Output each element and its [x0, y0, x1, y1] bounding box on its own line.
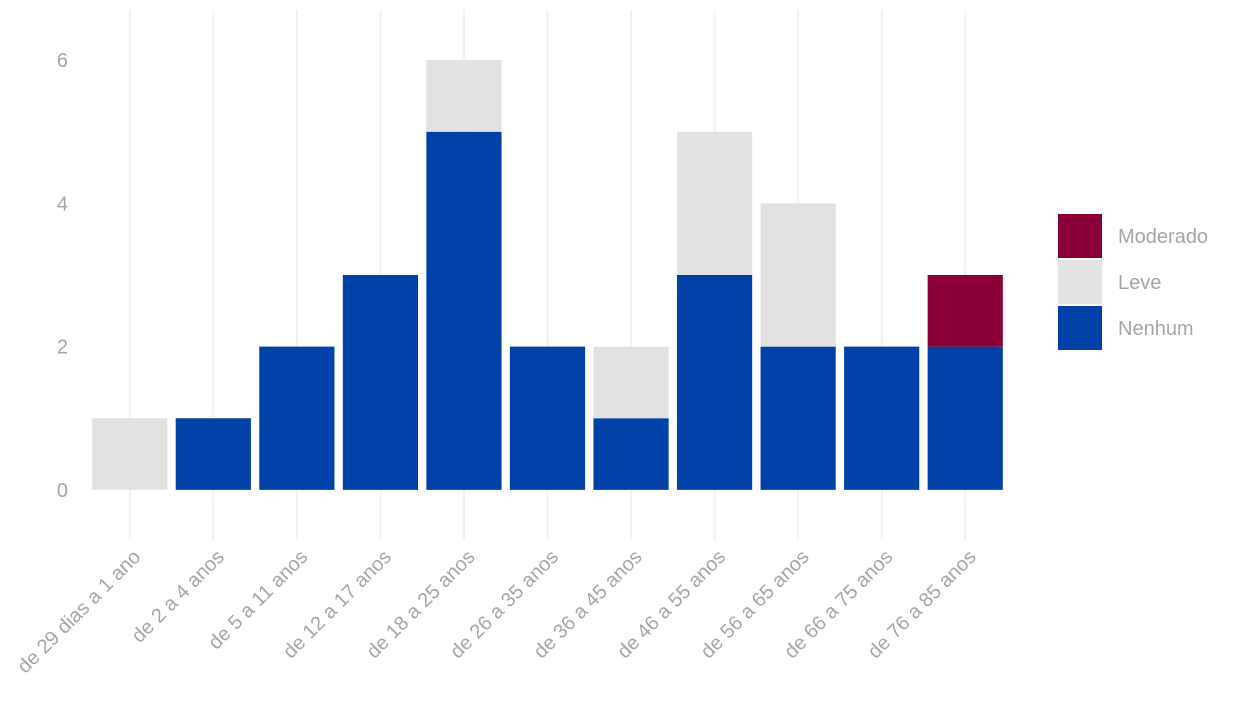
y-tick-label: 4: [57, 193, 68, 215]
bar-segment-nenhum: [175, 418, 251, 490]
legend-label-leve: Leve: [1118, 272, 1161, 294]
bar-segment-nenhum: [844, 346, 920, 490]
y-axis: 0 2 4 6: [57, 50, 68, 502]
legend-label-nenhum: Nenhum: [1118, 318, 1194, 340]
bar-segment-nenhum: [593, 418, 669, 490]
bar-segment-leve: [92, 418, 168, 490]
bar-segment-leve: [426, 60, 502, 132]
bar-segment-nenhum: [342, 275, 419, 490]
bar-segment-moderado: [927, 275, 1003, 347]
y-tick-label: 6: [57, 50, 68, 72]
bar-segment-nenhum: [760, 346, 836, 490]
bar-segment-leve: [760, 203, 836, 347]
legend-key-nenhum: [1058, 306, 1102, 350]
legend-key-leve: [1058, 260, 1102, 304]
y-tick-label: 0: [57, 480, 68, 502]
bar-segment-nenhum: [927, 346, 1003, 490]
bar-segment-leve: [676, 131, 753, 275]
bar-segment-nenhum: [676, 275, 753, 490]
legend-label-moderado: Moderado: [1118, 226, 1208, 248]
bar-segment-leve: [593, 346, 669, 419]
bar-segment-nenhum: [426, 131, 502, 490]
x-tick-label: de 29 dias a 1 ano: [13, 546, 145, 678]
y-tick-label: 2: [57, 337, 68, 359]
bars-layer: [92, 60, 1003, 490]
bar-segment-nenhum: [509, 346, 586, 490]
legend-key-moderado: [1058, 214, 1102, 258]
legend: Moderado Leve Nenhum: [1058, 214, 1208, 350]
bar-segment-nenhum: [259, 346, 335, 490]
